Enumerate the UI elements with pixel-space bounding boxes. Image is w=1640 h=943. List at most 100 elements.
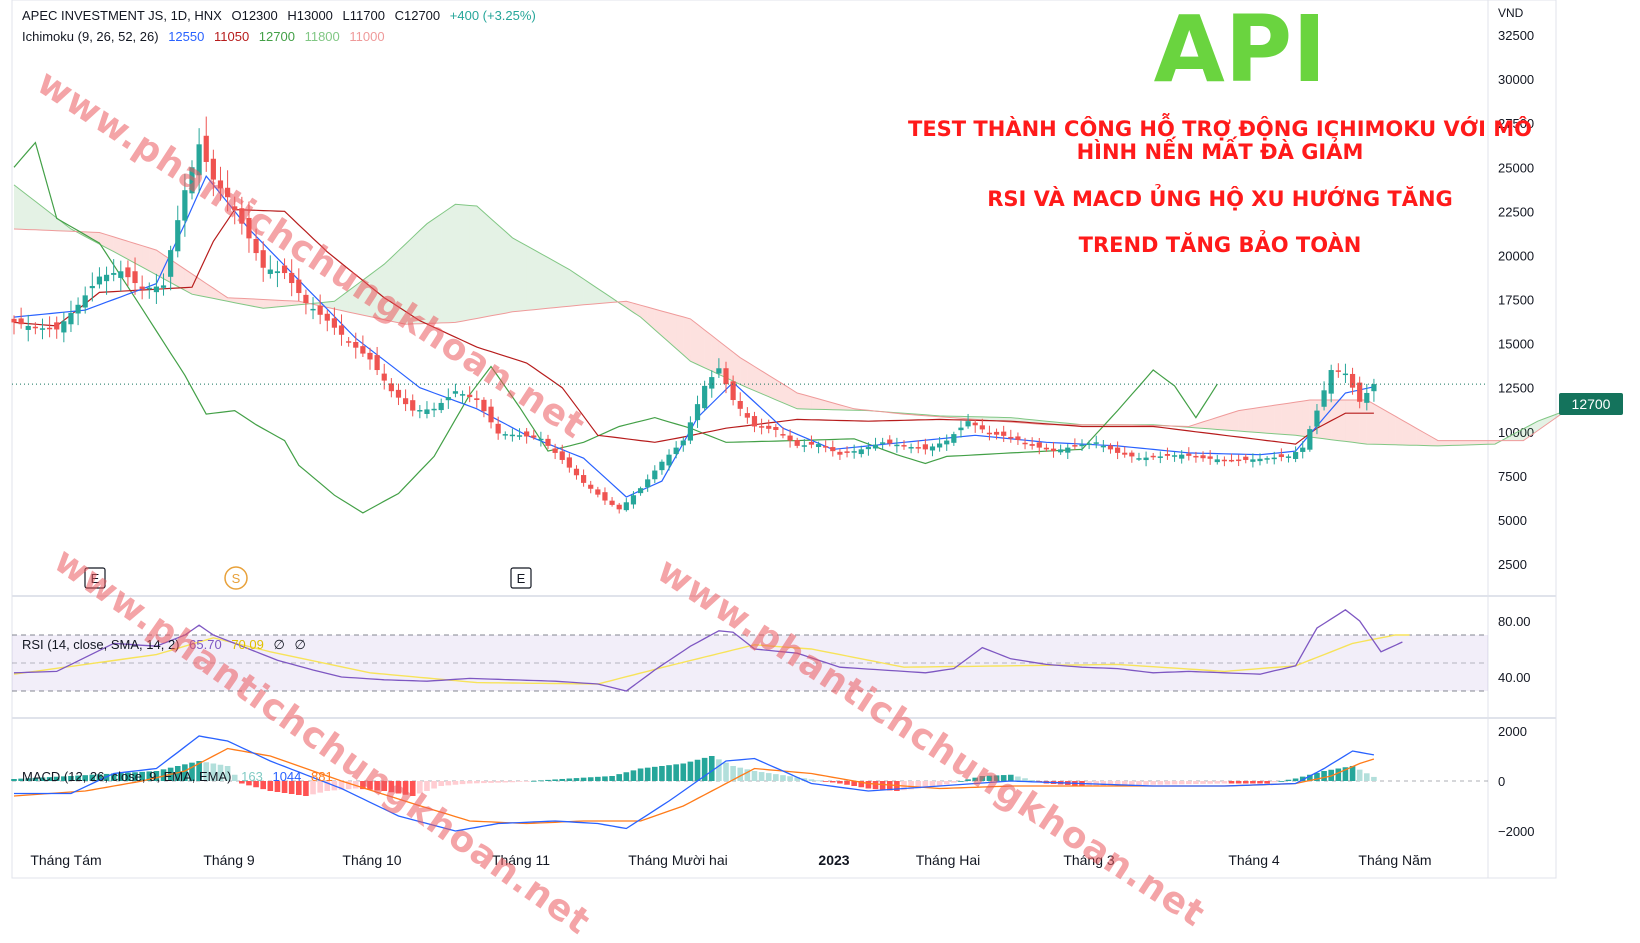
macd-histogram-bar	[816, 780, 822, 781]
candle-body	[417, 410, 422, 412]
macd-histogram-bar	[1143, 781, 1149, 785]
candle-body	[460, 394, 465, 396]
candle-body	[1364, 393, 1369, 403]
candle-body	[275, 271, 280, 273]
ichimoku-cloud-segment	[1267, 405, 1274, 433]
candle-body	[1236, 460, 1241, 462]
macd-tick-label: −2000	[1498, 824, 1535, 839]
candle-body	[268, 270, 273, 274]
candle-body	[980, 425, 985, 429]
macd-histogram-bar	[680, 764, 686, 782]
ichimoku-cloud-segment	[1239, 410, 1246, 432]
time-axis-label: Tháng Mười hai	[628, 852, 727, 868]
candle-body	[1243, 457, 1248, 460]
ichimoku-cloud-segment	[1224, 413, 1231, 431]
ichimoku-cloud-segment	[477, 206, 484, 318]
macd-histogram-bar	[510, 781, 516, 782]
macd-histogram-bar	[873, 781, 879, 789]
time-axis-label: Tháng Tám	[30, 852, 101, 868]
macd-histogram-bar	[1165, 781, 1171, 785]
candle-body	[1208, 456, 1213, 458]
candle-body	[894, 445, 899, 447]
macd-histogram-bar	[1200, 781, 1206, 784]
candle-body	[168, 250, 173, 277]
ichimoku-cloud-segment	[605, 293, 612, 303]
candle-body	[467, 395, 472, 397]
candle-body	[880, 442, 885, 444]
candle-body	[1215, 459, 1220, 462]
macd-histogram-bar	[1150, 781, 1156, 785]
macd-histogram-bar	[1029, 780, 1035, 781]
candle-body	[702, 386, 707, 408]
ichimoku-cloud-segment	[698, 324, 705, 367]
candle-body	[1222, 460, 1227, 462]
candle-body	[446, 397, 451, 400]
candle-body	[930, 446, 935, 450]
macd-histogram-bar	[1136, 781, 1142, 785]
macd-histogram-bar	[759, 772, 765, 781]
candle-body	[75, 305, 80, 314]
ichimoku-cloud-segment	[448, 204, 455, 322]
macd-histogram-bar	[1236, 781, 1242, 784]
macd-label: MACD (12, 26, close, 9, EMA, EMA)	[22, 769, 232, 784]
candle-body	[1286, 456, 1291, 458]
ichimoku-cloud-segment	[1438, 441, 1445, 446]
candle-body	[439, 403, 444, 410]
candle-body	[823, 446, 828, 448]
ichimoku-cloud-segment	[1281, 403, 1288, 435]
candle-body	[339, 325, 344, 334]
candle-body	[1015, 436, 1020, 440]
macd-histogram-bar	[866, 781, 872, 789]
candle-body	[496, 424, 501, 434]
macd-histogram-bar	[688, 762, 694, 781]
candle-body	[1094, 442, 1099, 444]
ichimoku-legend[interactable]: Ichimoku (9, 26, 52, 26) 12550 11050 127…	[22, 29, 391, 44]
candle-body	[303, 295, 308, 303]
candle-body	[567, 457, 572, 467]
macd-histogram-bar	[766, 773, 772, 781]
candle-body	[695, 404, 700, 420]
candle-body	[1044, 448, 1049, 450]
macd-histogram-bar	[1129, 781, 1135, 785]
candle-body	[816, 444, 821, 447]
candle-body	[652, 471, 657, 480]
ichimoku-cloud-segment	[270, 300, 277, 308]
candle-body	[61, 321, 66, 332]
candle-body	[389, 383, 394, 391]
ichimoku-cloud-segment	[42, 207, 49, 231]
candle-body	[716, 368, 721, 373]
macd-histogram-bar	[460, 781, 466, 784]
candle-body	[1321, 390, 1326, 406]
price-tick-label: 17500	[1498, 293, 1534, 308]
candle-body	[68, 313, 73, 324]
candle-body	[731, 381, 736, 400]
ichimoku-cloud-segment	[512, 238, 519, 312]
candle-body	[1343, 374, 1348, 376]
candle-body	[54, 322, 59, 329]
candle-body	[1172, 455, 1177, 457]
candle-body	[33, 327, 38, 329]
candle-body	[332, 318, 337, 327]
macd-legend[interactable]: MACD (12, 26, close, 9, EMA, EMA) 163 10…	[22, 769, 339, 784]
price-unit-label: VND	[1498, 6, 1524, 20]
candle-body	[830, 447, 835, 451]
candle-body	[638, 488, 643, 493]
ichimoku-cloud-segment	[569, 270, 576, 307]
candle-body	[1250, 459, 1255, 461]
candle-body	[780, 434, 785, 436]
ichimoku-cloud-segment	[470, 205, 477, 319]
candle-body	[1022, 443, 1027, 445]
macd-histogram-bar	[1186, 781, 1192, 784]
macd-histogram-bar	[1279, 781, 1285, 782]
candle-body	[965, 421, 970, 426]
ichimoku-cloud-segment	[797, 393, 804, 409]
macd-histogram-bar	[1229, 781, 1235, 784]
ichimoku-cloud-segment	[548, 258, 555, 309]
macd-histogram-bar	[1214, 781, 1220, 784]
price-tick-label: 30000	[1498, 72, 1534, 87]
candle-body	[26, 326, 31, 330]
macd-histogram-bar	[1350, 766, 1356, 781]
candle-body	[994, 432, 999, 435]
macd-histogram-bar	[624, 772, 630, 781]
candle-body	[1115, 448, 1120, 453]
